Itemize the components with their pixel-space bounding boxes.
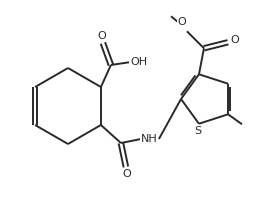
Text: NH: NH [140, 134, 157, 144]
Text: O: O [98, 31, 106, 41]
Text: S: S [194, 126, 201, 136]
Text: O: O [231, 35, 239, 45]
Text: O: O [123, 169, 131, 179]
Text: OH: OH [130, 57, 147, 67]
Text: O: O [178, 17, 186, 27]
